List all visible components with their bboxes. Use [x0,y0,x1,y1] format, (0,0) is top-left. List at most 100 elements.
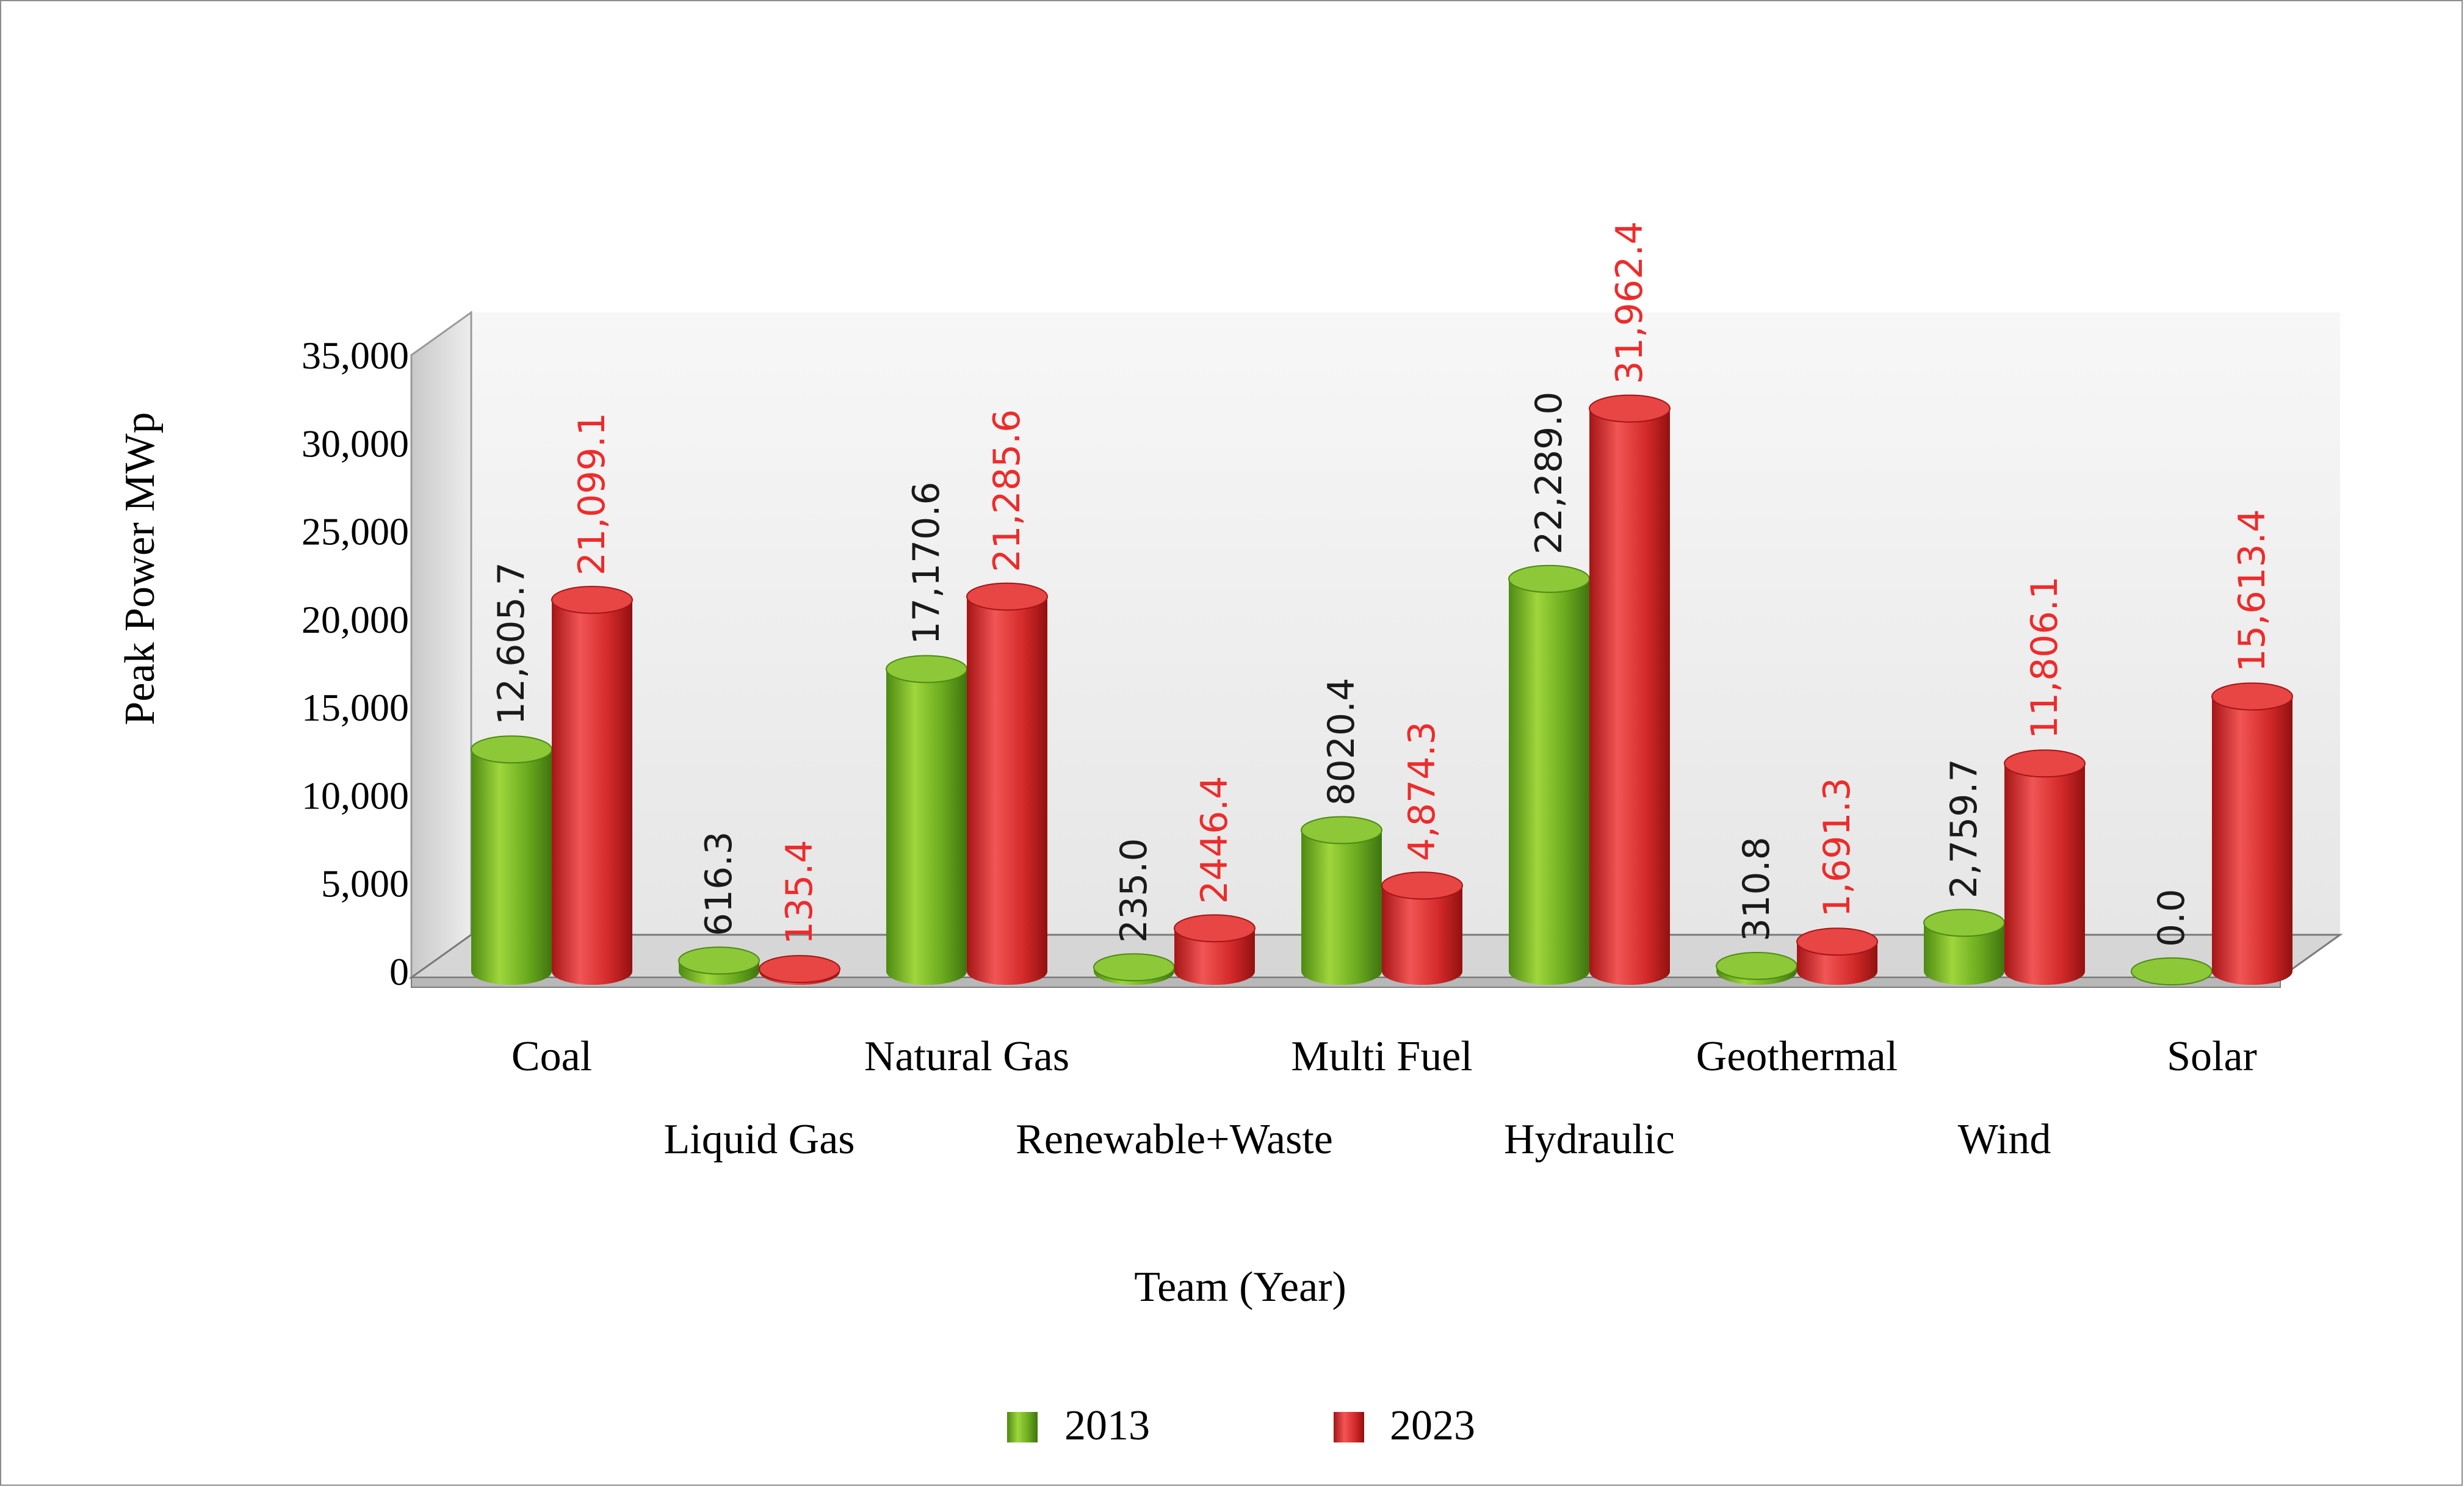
bar-top [1508,564,1590,593]
bar-top [1923,909,2005,937]
data-label-hydraulic-2013: 22,289.0 [1528,392,1570,555]
bar-top [966,582,1048,611]
bar-liquid-gas-2023 [759,955,840,985]
bar-top [1301,816,1382,844]
bar-body [886,669,967,971]
bar-coal-2013 [471,735,552,985]
data-label-natural-gas-2013: 17,170.6 [905,481,948,644]
x-axis-title: Team (Year) [1134,1264,1346,1311]
bar-top [1796,927,1878,956]
data-label-solar-2023: 15,613.4 [2231,509,2274,672]
y-tick-label: 25,000 [302,510,409,553]
bar-solar-2023 [2211,682,2293,985]
data-label-geothermal-2013: 310.8 [1735,837,1778,942]
bar-base [967,958,1047,985]
bar-base [552,958,632,985]
bar-natural-gas-2023 [966,582,1048,985]
bar-base [1924,958,2004,985]
bar-coal-2023 [551,586,633,985]
bar-base [2212,958,2292,985]
bar-body [1509,578,1589,971]
legend-swatch-2013 [1007,1412,1038,1442]
bar-base [1797,958,1877,985]
y-tick-label: 5,000 [321,862,409,906]
data-label-coal-2023: 21,099.1 [571,412,613,575]
bar-top [2211,682,2293,711]
bar-natural-gas-2013 [886,655,967,985]
y-axis-title: Peak Power MWp [117,412,164,725]
bar-base [1174,958,1255,985]
bar-wind-2013 [1923,909,2005,985]
data-label-multi-fuel-2023: 4,874.3 [1401,721,1443,861]
bar-top [551,586,633,614]
bar-hydraulic-2013 [1508,564,1590,985]
data-label-multi-fuel-2013: 8020.4 [1320,678,1363,806]
bar-body [2212,696,2292,971]
y-tick-label: 35,000 [302,334,409,377]
bar-top [678,946,760,975]
data-label-liquid-gas-2013: 616.3 [698,831,740,936]
category-label-renewable-waste: Renewable+Waste [1016,1116,1333,1163]
bar-base [471,958,552,985]
bar-hydraulic-2023 [1589,394,1671,985]
category-label-liquid-gas: Liquid Gas [663,1116,854,1163]
bar-body [1301,830,1382,971]
bar-base [886,958,967,985]
data-label-renewable-waste-2023: 2446.4 [1193,776,1236,904]
bar-top [1174,914,1255,943]
category-label-multi-fuel: Multi Fuel [1291,1033,1473,1080]
data-label-renewable-waste-2013: 235.0 [1113,838,1155,943]
side-wall [410,311,472,979]
bar-top [2004,749,2086,778]
category-label-wind: Wind [1958,1116,2051,1163]
category-label-coal: Coal [511,1033,592,1080]
category-label-hydraulic: Hydraulic [1504,1116,1675,1163]
y-axis: 0 5,000 10,000 15,000 20,000 25,000 30,000 35,0… [302,334,409,993]
bar-renewable-waste-2023 [1174,914,1255,985]
category-label-natural-gas: Natural Gas [864,1033,1069,1080]
bar-body [471,749,552,971]
data-label-coal-2013: 12,605.7 [490,562,533,725]
bar-body [2004,763,2085,971]
bar-wind-2023 [2004,749,2086,985]
legend-label-2013: 2013 [1064,1402,1150,1449]
bar-base [1382,958,1462,985]
y-tick-label: 10,000 [302,774,409,817]
data-labels: 12,605.7 21,099.1 616.3 135.4 17,170.6 21,285… [490,221,2274,947]
data-label-wind-2013: 2,759.7 [1943,758,1985,898]
bar-top [1093,953,1175,982]
bar-base [1301,958,1382,985]
bar-top [2131,957,2213,985]
data-label-solar-2013: 0.0 [2150,889,2193,947]
legend: 2013 2023 [1007,1402,1475,1449]
legend-label-2023: 2023 [1390,1402,1475,1449]
bar-liquid-gas-2013 [678,946,760,985]
bar-top [759,955,840,984]
bar-solar-2013 [2131,957,2213,985]
bar-body [552,600,632,971]
bar-body [1589,408,1670,971]
y-tick-label: 0 [389,950,409,993]
bar-top [471,735,552,764]
bar-top [1381,871,1463,900]
bar-top [1716,952,1797,981]
category-label-geothermal: Geothermal [1696,1033,1898,1080]
bar-body [1382,885,1462,971]
data-label-geothermal-2023: 1,691.3 [1816,777,1859,917]
bar-geothermal-2013 [1716,952,1797,985]
bar-renewable-waste-2013 [1093,953,1175,985]
bar-body [967,596,1047,971]
bar-multi-fuel-2023 [1381,871,1463,985]
bar-top [886,655,967,683]
data-label-liquid-gas-2023: 135.4 [778,840,821,945]
legend-swatch-2023 [1334,1412,1364,1442]
bar-base [2004,958,2085,985]
y-tick-label: 15,000 [302,686,409,729]
category-label-solar: Solar [2167,1033,2257,1080]
bar-base [1589,958,1670,985]
bar-base [1509,958,1589,985]
bar-top [1589,394,1671,423]
